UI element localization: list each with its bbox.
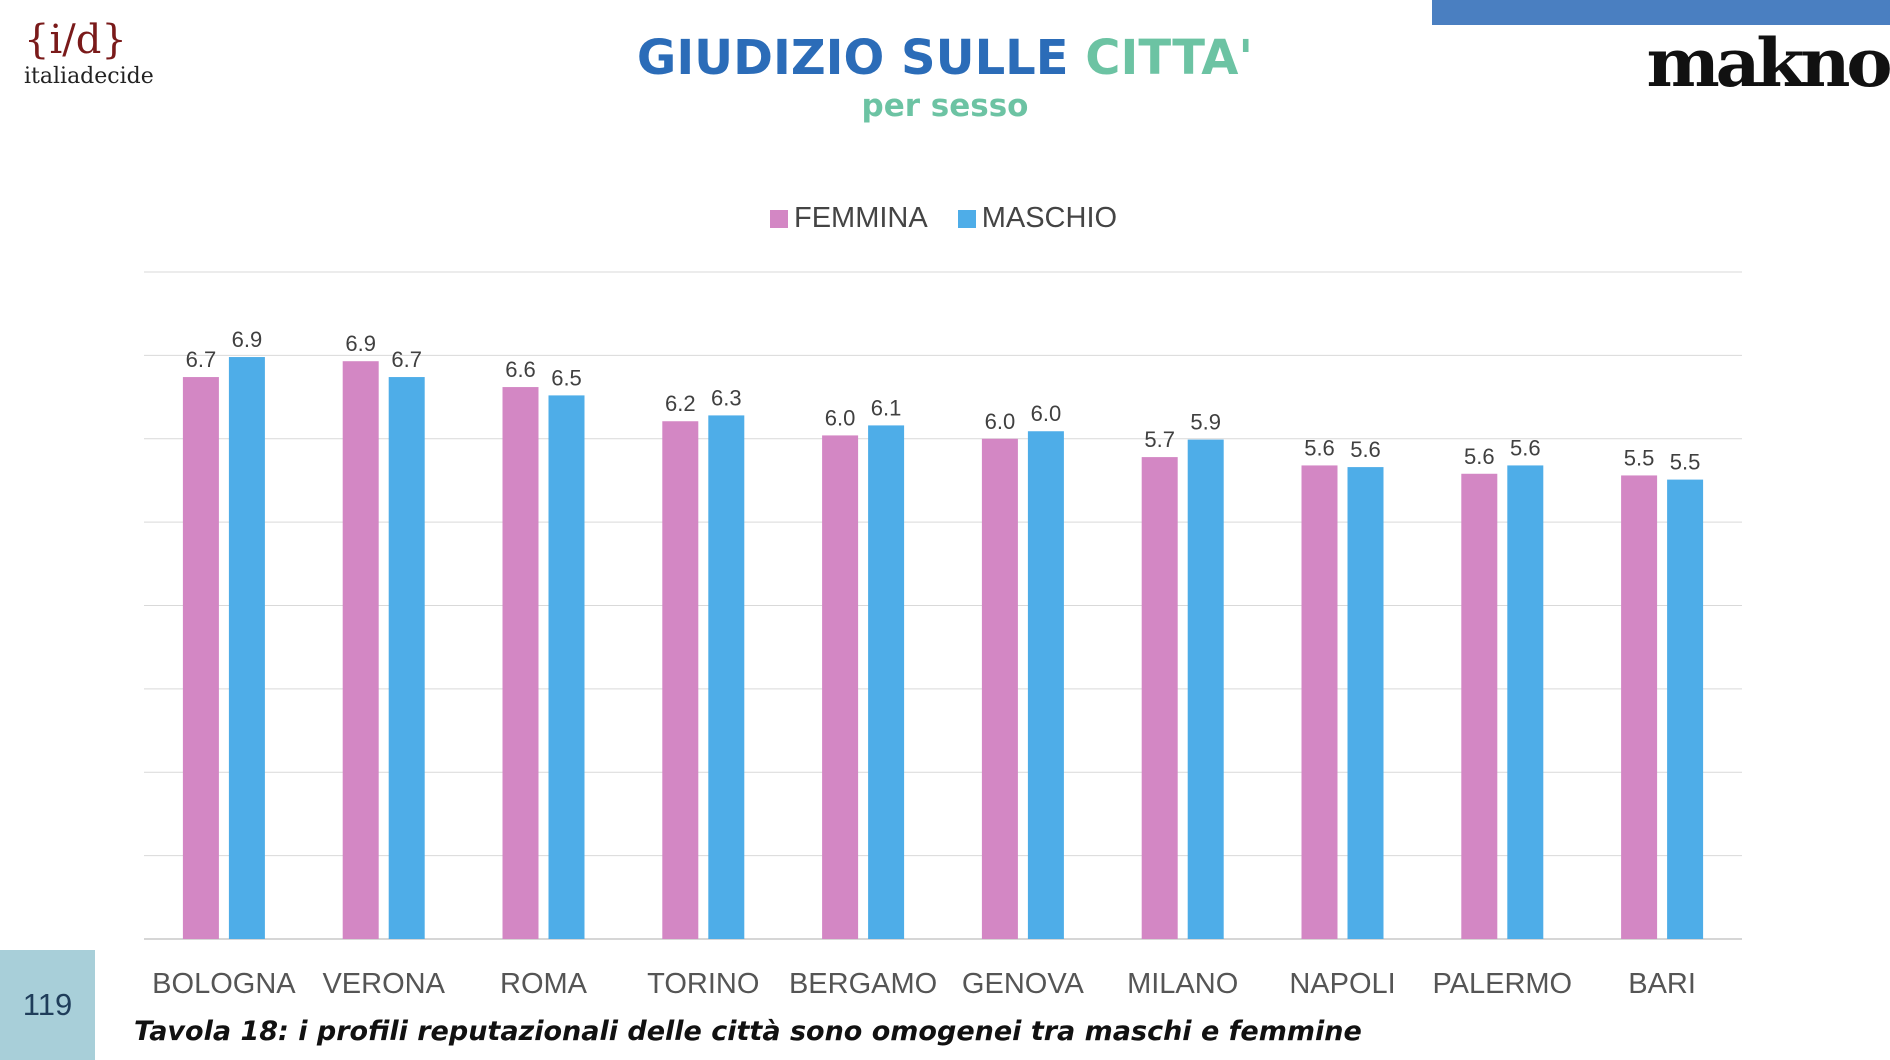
- category-label: BERGAMO: [789, 968, 937, 1000]
- data-label: 5.6: [1304, 435, 1335, 460]
- bar: [388, 377, 425, 939]
- title-main: GIUDIZIO SULLE: [636, 30, 1086, 86]
- data-label: 5.6: [1510, 435, 1541, 460]
- data-label: 5.5: [1624, 445, 1655, 470]
- category-label: VERONA: [322, 968, 445, 1000]
- page-title: GIUDIZIO SULLE CITTA': [0, 30, 1890, 86]
- data-label: 6.6: [505, 357, 536, 382]
- data-label: 6.7: [186, 347, 217, 372]
- legend-label-femmina: FEMMINA: [794, 202, 928, 234]
- data-label: 5.7: [1144, 427, 1175, 452]
- data-label: 6.9: [345, 331, 376, 356]
- page-number-box: 119: [0, 950, 95, 1060]
- data-label: 6.1: [871, 395, 902, 420]
- bar: [822, 435, 859, 939]
- legend-swatch-femmina: [770, 209, 788, 228]
- bar: [1301, 465, 1338, 939]
- data-label: 5.5: [1670, 450, 1701, 475]
- bar: [708, 415, 745, 939]
- bar: [981, 438, 1018, 939]
- data-label: 6.0: [825, 405, 856, 430]
- bar: [1461, 473, 1498, 939]
- bar: [662, 421, 699, 940]
- data-label: 6.0: [985, 409, 1016, 434]
- category-label: NAPOLI: [1289, 968, 1395, 1000]
- chart-legend: FEMMINA MASCHIO: [770, 202, 1117, 235]
- legend-item-femmina: FEMMINA: [770, 202, 928, 235]
- category-label: PALERMO: [1432, 968, 1572, 1000]
- bar: [1141, 457, 1178, 939]
- category-label: BOLOGNA: [152, 968, 296, 1000]
- category-label: TORINO: [647, 968, 759, 1000]
- bar: [1187, 439, 1224, 939]
- bar: [1667, 479, 1704, 939]
- page-subtitle: per sesso: [861, 88, 1029, 124]
- table-caption: Tavola 18: i profili reputazionali delle…: [134, 1016, 1362, 1047]
- legend-swatch-maschio: [957, 209, 976, 228]
- bar: [342, 361, 379, 939]
- bar: [868, 425, 905, 939]
- title-accent: CITTA': [1085, 30, 1254, 86]
- logo-mark: {i/d}: [24, 17, 127, 63]
- logo-name: italiadecide: [24, 64, 154, 89]
- page-number: 119: [22, 987, 73, 1022]
- bar: [1027, 431, 1064, 939]
- legend-label-maschio: MASCHIO: [981, 202, 1118, 234]
- bar: [502, 387, 539, 939]
- makno-logo: makno: [1646, 24, 1890, 102]
- data-label: 6.5: [551, 365, 582, 390]
- top-accent-bar: [1432, 0, 1890, 25]
- category-label: BARI: [1628, 968, 1696, 1000]
- data-label: 6.2: [665, 391, 696, 416]
- bar: [1507, 465, 1544, 939]
- data-label: 5.6: [1464, 444, 1495, 469]
- legend-item-maschio: MASCHIO: [957, 202, 1118, 235]
- bar: [548, 395, 585, 939]
- data-label: 6.0: [1031, 401, 1062, 426]
- category-label: ROMA: [500, 968, 588, 1000]
- category-label: MILANO: [1127, 968, 1238, 1000]
- bar: [228, 357, 265, 940]
- bar: [1621, 475, 1658, 939]
- data-label: 6.7: [391, 347, 422, 372]
- category-label: GENOVA: [962, 968, 1085, 1000]
- data-label: 5.9: [1190, 410, 1221, 435]
- data-label: 6.3: [711, 385, 742, 410]
- data-label: 5.6: [1350, 437, 1381, 462]
- data-label: 6.9: [232, 327, 263, 352]
- italiadecide-logo: {i/d} italiadecide: [24, 20, 194, 89]
- bar: [182, 377, 219, 939]
- bar: [1347, 467, 1384, 939]
